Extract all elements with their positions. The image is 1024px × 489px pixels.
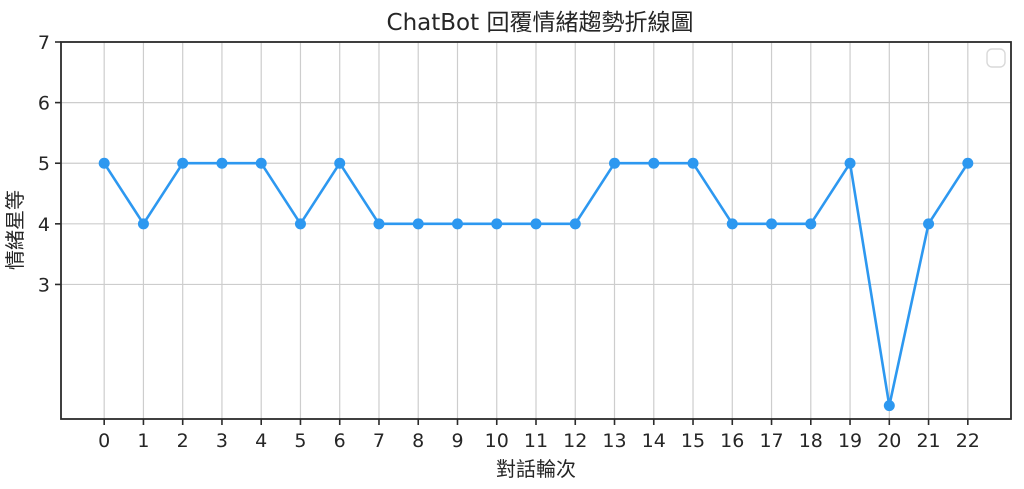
tick-mark-layer [55,41,969,425]
chart-title: ChatBot 回覆情緒趨勢折線圖 [387,10,694,36]
data-point [177,157,189,169]
x-tick-label: 6 [334,430,346,452]
data-point [844,157,856,169]
y-axis-label: 情緒星等 [3,190,27,270]
data-point [491,218,503,230]
data-point [216,157,228,169]
data-point [255,157,267,169]
data-point [412,218,424,230]
data-point [451,218,463,230]
y-tick-label: 7 [38,32,50,54]
data-point [137,218,149,230]
legend-box [986,48,1006,68]
data-point [373,218,385,230]
x-tick-label: 19 [838,430,862,452]
x-tick-label: 21 [916,430,940,452]
y-tick-label: 4 [38,214,50,236]
y-tick-label: 3 [38,274,50,296]
data-point [334,157,346,169]
x-tick-label: 16 [720,430,744,452]
x-tick-label: 9 [451,430,463,452]
data-point [294,218,306,230]
data-point [883,400,895,412]
x-tick-label: 17 [759,430,783,452]
x-tick-label: 15 [681,430,705,452]
x-tick-label: 22 [956,430,980,452]
x-axis-label: 對話輪次 [496,457,576,481]
data-point [648,157,660,169]
x-tick-label: 1 [137,430,149,452]
x-tick-label: 0 [98,430,110,452]
tick-label-layer: 0 1 2 3 4 5 6 7 8 9 10 11 12 13 14 15 16 17 18 19 20 21 223456… [38,32,980,452]
data-point [569,218,581,230]
x-tick-label: 4 [255,430,267,452]
x-tick-label: 11 [524,430,548,452]
x-tick-label: 2 [177,430,189,452]
data-point [766,218,778,230]
data-point [609,157,621,169]
grid-layer [61,41,1011,419]
data-point [962,157,974,169]
x-tick-label: 13 [602,430,626,452]
y-tick-label: 5 [38,153,50,175]
data-point [98,157,110,169]
x-tick-label: 20 [877,430,901,452]
x-tick-label: 7 [373,430,385,452]
y-tick-label: 6 [38,93,50,115]
x-tick-label: 5 [294,430,306,452]
x-tick-label: 12 [563,430,587,452]
data-point [726,218,738,230]
x-tick-label: 14 [642,430,666,452]
series-layer [98,157,974,412]
data-point [530,218,542,230]
x-tick-label: 18 [799,430,823,452]
x-tick-label: 10 [485,430,509,452]
data-point [923,218,935,230]
x-tick-label: 8 [412,430,424,452]
data-point [805,218,817,230]
data-point [687,157,699,169]
x-tick-label: 3 [216,430,228,452]
